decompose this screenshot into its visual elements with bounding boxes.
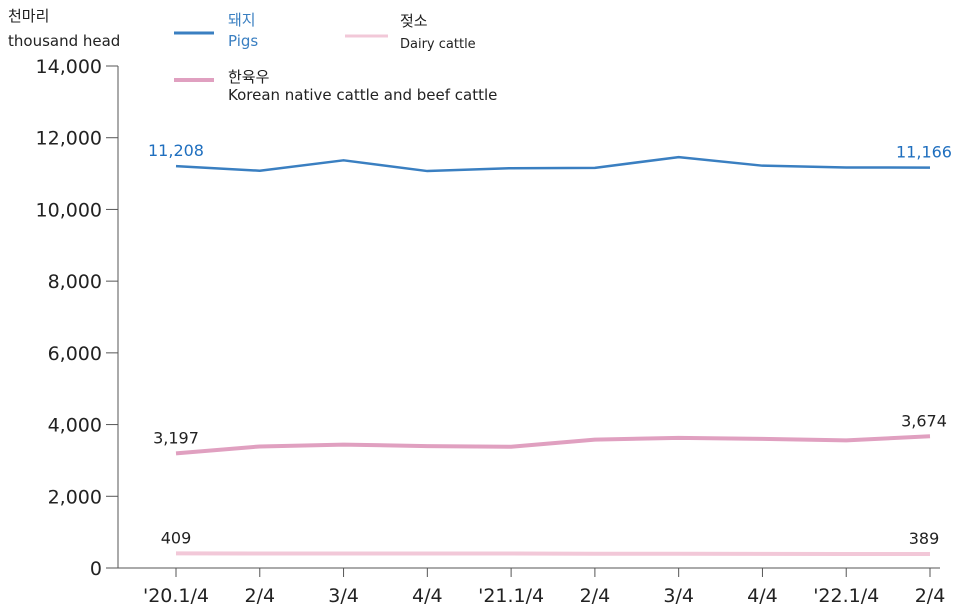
series-line-dairy-cattle — [175, 551, 931, 557]
data-label-last: 3,674 — [901, 411, 947, 430]
legend: 돼지 Pigs 젖소 Dairy cattle 한육우 Korean nativ… — [174, 11, 497, 104]
y-tick-label: 8,000 — [48, 271, 102, 293]
x-tick-label: 2/4 — [244, 585, 275, 607]
data-labels: 11,208 11,166 3,197 3,674 409 389 — [148, 141, 952, 548]
legend-label-beef-ko: 한육우 — [228, 68, 270, 86]
y-tick-label: 6,000 — [48, 343, 102, 365]
y-tick-label: 0 — [90, 558, 102, 580]
series-line-korean-native-cattle-and-beef-cattle — [175, 434, 931, 456]
x-tick-label: '21.1/4 — [478, 585, 544, 607]
x-tick-label: 2/4 — [580, 585, 611, 607]
data-label-first: 409 — [161, 528, 192, 547]
y-tick-label: 12,000 — [36, 128, 102, 150]
data-label-first: 3,197 — [153, 428, 199, 447]
legend-label-pigs-ko: 돼지 — [228, 11, 256, 29]
x-tick-label: '20.1/4 — [143, 585, 209, 607]
y-tick-label: 14,000 — [36, 56, 102, 78]
legend-label-pigs-en: Pigs — [228, 32, 258, 50]
y-unit-english: thousand head — [8, 32, 120, 50]
data-label-first: 11,208 — [148, 141, 204, 160]
x-tick-label: 2/4 — [915, 585, 946, 607]
y-tick-label: 4,000 — [48, 415, 102, 437]
y-unit-korean: 천마리 — [8, 7, 49, 25]
x-tick-label: 3/4 — [328, 585, 359, 607]
legend-label-beef-en: Korean native cattle and beef cattle — [228, 86, 497, 104]
series-lines — [175, 155, 931, 557]
y-ticks: 0 2,000 4,000 6,000 8,000 10,000 12,000 14,000 — [36, 56, 118, 580]
data-label-last: 11,166 — [896, 143, 952, 162]
x-tick-label: 3/4 — [663, 585, 694, 607]
legend-label-dairy-ko: 젖소 — [400, 12, 428, 30]
x-tick-label: 4/4 — [747, 585, 778, 607]
y-tick-label: 10,000 — [36, 199, 102, 221]
legend-label-dairy-en: Dairy cattle — [400, 37, 476, 52]
data-label-last: 389 — [909, 529, 940, 548]
x-ticks: '20.1/4 2/4 3/4 4/4 '21.1/4 2/4 3/4 4/4 '22.1/4 2… — [143, 568, 945, 607]
series-line-pigs — [175, 155, 931, 173]
y-tick-label: 2,000 — [48, 486, 102, 508]
x-tick-label: '22.1/4 — [813, 585, 879, 607]
x-tick-label: 4/4 — [412, 585, 443, 607]
